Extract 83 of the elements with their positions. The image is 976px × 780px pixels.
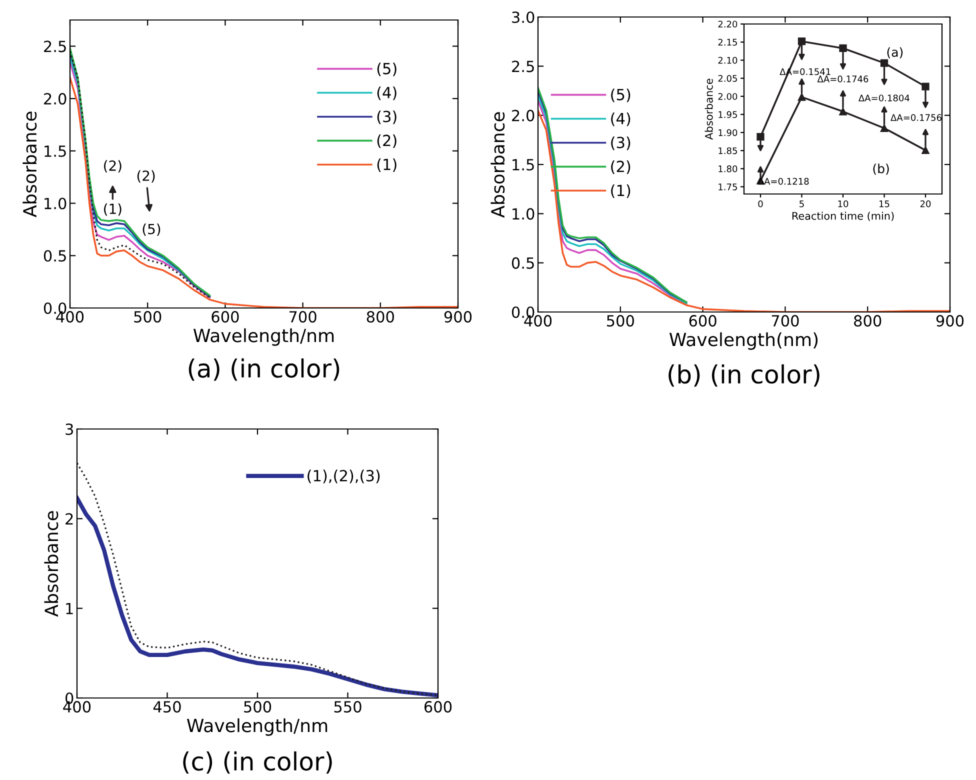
y-tick-label: 2.5	[44, 40, 66, 52]
x-tick-label: 15	[880, 200, 890, 208]
legend-label: (1),(2),(3)	[308, 470, 380, 484]
annotation: ΔA=0.1756	[890, 114, 942, 121]
x-tick-label: 20	[920, 200, 931, 208]
legend-label: (2)	[611, 160, 630, 174]
x-tick-label: 0	[758, 200, 763, 208]
y-tick-label: 2.0	[44, 93, 66, 105]
x-axis-title: Wavelength/nm	[193, 328, 334, 346]
y-tick-label: 0.5	[44, 250, 66, 262]
annotation: (2)	[104, 160, 122, 173]
legend-label: (5)	[377, 62, 396, 76]
x-axis-title: Wavelength/nm	[186, 718, 328, 736]
y-tick-label: 3	[66, 423, 73, 436]
y-tick-label: 2.15	[718, 38, 737, 46]
y-tick-label: 2.00	[718, 93, 738, 100]
legend-label: (3)	[611, 136, 630, 150]
point	[839, 44, 847, 52]
y-tick-label: 2.05	[718, 74, 737, 82]
annotation: (5)	[142, 224, 160, 236]
x-tick-label: 900	[444, 311, 472, 323]
point	[922, 146, 930, 154]
x-axis-title: Wavelength(nm)	[669, 332, 818, 350]
point	[880, 124, 888, 132]
text: (c) (in color)	[183, 751, 332, 774]
y-tick-label: 2	[66, 513, 73, 524]
y-tick-label: 1	[66, 603, 73, 614]
y-axis-title: Absorbance	[44, 511, 58, 617]
y-tick-label: 1.95	[718, 111, 737, 118]
text: (b) (in color)	[668, 364, 820, 387]
point	[798, 93, 806, 101]
y-axis-title: Absorbance	[704, 78, 713, 140]
annotation: ΔA=0.1746	[817, 76, 868, 82]
y-tick-label: 1.80	[718, 165, 738, 172]
x-tick-label: 600	[424, 701, 452, 713]
annotation: (1)	[104, 203, 122, 216]
x-tick-label: 500	[244, 701, 272, 713]
series-label: (a)	[887, 47, 903, 58]
y-tick-label: 0.5	[512, 257, 534, 269]
y-axis-title: Absorbance	[490, 112, 505, 218]
x-tick-label: 800	[854, 315, 882, 327]
point	[880, 59, 888, 67]
y-tick-label: 2.5	[512, 60, 534, 72]
legend-label: (2)	[377, 134, 396, 148]
y-axis-title: Absorbance	[22, 112, 37, 218]
point	[798, 38, 806, 46]
annotation: ΔA=0.1804	[858, 94, 910, 102]
x-tick-label: 450	[153, 701, 181, 713]
y-tick-label: 2.0	[512, 110, 534, 122]
y-tick-label: 1.85	[718, 147, 737, 154]
x-tick-label: 600	[689, 315, 716, 327]
x-tick-label: 550	[334, 701, 362, 713]
y-tick-label: 3.0	[512, 11, 534, 24]
legend-label: (4)	[611, 112, 630, 126]
x-axis-title: Reaction time (min)	[792, 212, 894, 222]
y-tick-label: 1.90	[718, 129, 738, 136]
legend-label: (3)	[377, 110, 396, 124]
y-tick-label: 1.5	[44, 146, 66, 157]
y-tick-label: 1.0	[512, 208, 534, 220]
x-tick-label: 700	[289, 311, 316, 323]
legend-label: (1)	[611, 184, 630, 198]
x-tick-label: 500	[607, 315, 634, 327]
y-tick-label: 2.20	[718, 20, 738, 28]
point	[922, 82, 930, 90]
x-tick-label: 5	[800, 200, 804, 208]
x-tick-label: 600	[212, 311, 239, 323]
x-tick-label: 800	[366, 311, 394, 323]
x-tick-label: 500	[134, 311, 162, 323]
legend-label: (4)	[377, 86, 396, 100]
point	[756, 133, 764, 141]
x-tick-label: 900	[936, 315, 964, 327]
x-tick-label: 700	[772, 315, 799, 327]
y-tick-label: 1.5	[512, 159, 534, 171]
y-tick-label: 2.10	[718, 56, 738, 64]
annotation: (2)	[137, 170, 155, 183]
legend-label: (1)	[377, 158, 396, 172]
y-tick-label: 1.0	[44, 198, 66, 210]
x-tick-label: 10	[838, 200, 848, 208]
point	[839, 108, 847, 116]
text: (a) (in color)	[188, 358, 340, 381]
y-tick-label: 1.75	[718, 184, 737, 190]
legend-label: (5)	[611, 88, 630, 102]
text: (b)	[873, 164, 889, 175]
